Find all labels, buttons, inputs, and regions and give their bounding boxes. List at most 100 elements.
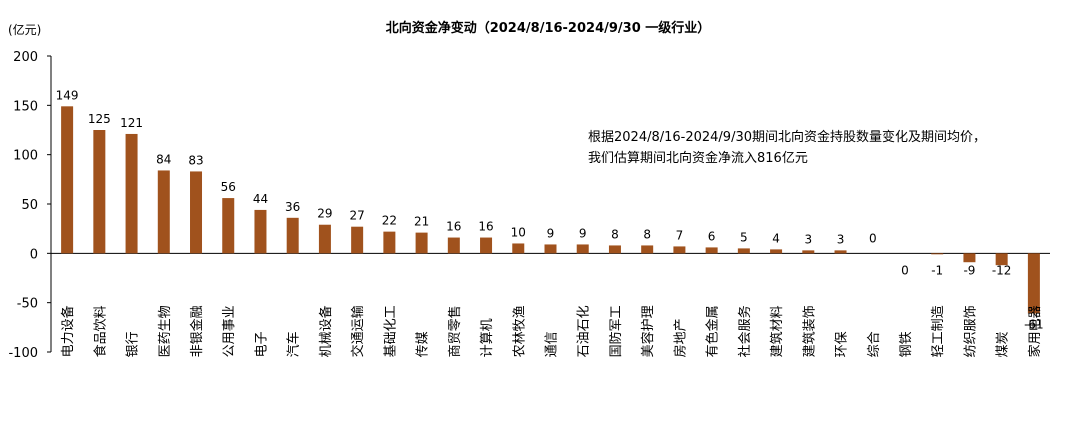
data-label: 149: [56, 88, 79, 102]
data-label: 7: [676, 228, 684, 242]
y-tick-label: 150: [13, 99, 38, 114]
bar: [995, 253, 1008, 266]
category-label: 石油石化: [577, 305, 592, 357]
category-label: 汽车: [286, 331, 302, 357]
category-label: 电力设备: [60, 305, 76, 357]
data-label: -9: [963, 263, 975, 277]
data-label: 29: [317, 207, 332, 221]
bar: [705, 247, 718, 254]
category-label: 食品饮料: [92, 305, 108, 357]
category-label: 计算机: [480, 318, 495, 357]
bar: [544, 244, 557, 254]
bar: [641, 245, 654, 254]
category-label: 银行: [126, 331, 141, 357]
bar: [931, 253, 944, 255]
bar: [737, 248, 750, 254]
category-label: 纺织服饰: [963, 305, 978, 357]
bar: [157, 170, 170, 254]
bar: [93, 130, 106, 254]
bar: [963, 253, 976, 263]
data-label: 5: [740, 230, 748, 244]
y-axis-ticks: 200 150 100 50 0 -50 -100: [8, 50, 51, 361]
y-tick-label: 200: [13, 50, 38, 65]
category-label: 建筑装饰: [801, 305, 817, 357]
data-label: 27: [350, 209, 365, 223]
bar: [447, 237, 460, 254]
category-labels-group: 电力设备 食品饮料 银行 医药生物 非银金融 公用事业 电子 汽车 机械设备 交通运输 基础化工 传媒…: [60, 305, 1043, 357]
data-label: -12: [992, 263, 1012, 277]
y-tick-label: -50: [17, 297, 38, 312]
data-label: 4: [772, 231, 780, 245]
data-label: 8: [643, 227, 651, 241]
data-label: 22: [382, 214, 397, 228]
data-label: 3: [837, 232, 845, 246]
bar: [318, 224, 331, 254]
category-label: 医药生物: [158, 305, 173, 357]
bar: [222, 198, 235, 254]
data-label: 36: [285, 200, 300, 214]
bar: [125, 133, 138, 254]
data-label: 9: [547, 226, 555, 240]
category-label: 房地产: [672, 318, 688, 357]
bar: [512, 243, 525, 254]
chart-title: 北向资金净变动（2024/8/16-2024/9/30 一级行业）: [386, 20, 711, 36]
category-label: 农林牧渔: [512, 305, 527, 357]
data-label: 121: [120, 116, 143, 130]
category-label: 家用电器: [1027, 305, 1043, 357]
bar: [576, 244, 589, 254]
bar: [254, 209, 267, 254]
category-label: 商贸零售: [447, 305, 463, 357]
category-label: 机械设备: [318, 305, 334, 357]
data-labels-group: 149 125 121 84 83 56 44 36 29 27 22 21 16 16 10 9 9 8 8 7 6 5…: [56, 88, 1044, 331]
y-tick-label: 100: [13, 149, 38, 164]
data-label: 0: [869, 231, 877, 245]
annotation-line-2: 我们估算期间北向资金净流入816亿元: [588, 150, 808, 166]
y-tick-label: -100: [8, 346, 38, 361]
category-label: 钢铁: [899, 331, 914, 357]
bar: [415, 232, 428, 254]
bar: [1027, 253, 1040, 314]
bar: [802, 250, 815, 254]
category-label: 传媒: [416, 331, 431, 357]
data-label: 44: [253, 192, 268, 206]
annotation-line-1: 根据2024/8/16-2024/9/30期间北向资金持股数量变化及期间均价，: [588, 129, 986, 145]
data-label: 10: [511, 225, 526, 239]
category-label: 煤炭: [996, 331, 1011, 357]
y-axis-unit: (亿元): [8, 22, 41, 37]
data-label: 83: [188, 153, 203, 167]
bar: [61, 106, 74, 254]
category-label: 基础化工: [383, 305, 398, 357]
category-label: 国防军工: [608, 305, 624, 357]
category-label: 有色金属: [705, 305, 721, 357]
bar: [770, 249, 783, 254]
bar: [286, 217, 299, 254]
bar: [608, 245, 621, 254]
data-label: 16: [478, 220, 493, 234]
data-label: 84: [156, 152, 171, 166]
data-label: 125: [88, 112, 111, 126]
data-label: -61: [1024, 318, 1044, 332]
category-label: 建筑材料: [769, 305, 785, 357]
category-label: 环保: [835, 331, 850, 357]
bar: [351, 226, 364, 254]
data-label: 8: [611, 227, 619, 241]
data-label: 16: [446, 220, 461, 234]
data-label: -1: [931, 263, 943, 277]
bar: [383, 231, 396, 254]
data-label: 21: [414, 215, 429, 229]
category-label: 非银金融: [189, 305, 205, 357]
category-label: 电子: [254, 331, 269, 357]
data-label: 3: [804, 232, 812, 246]
category-label: 美容护理: [640, 305, 656, 357]
bar: [480, 237, 493, 254]
data-label: 56: [221, 180, 236, 194]
category-label: 社会服务: [737, 305, 753, 357]
bar: [834, 250, 847, 254]
category-label: 综合: [867, 331, 882, 357]
bars-group: [61, 106, 1040, 314]
bar: [190, 171, 203, 254]
category-label: 轻工制造: [931, 305, 946, 357]
data-label: 9: [579, 226, 587, 240]
data-label: 6: [708, 229, 716, 243]
